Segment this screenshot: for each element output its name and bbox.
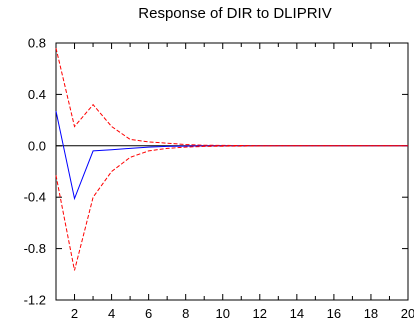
x-tick-label: 16	[327, 306, 341, 321]
axes	[56, 43, 408, 300]
x-tick-label: 10	[216, 306, 230, 321]
x-tick-label: 8	[182, 306, 189, 321]
chart-title: Response of DIR to DLIPRIV	[138, 5, 331, 22]
x-tick-label: 12	[253, 306, 267, 321]
x-tick-label: 2	[71, 306, 78, 321]
plot-frame	[56, 43, 408, 300]
y-tick-label: -0.4	[24, 190, 46, 205]
y-tick-label: 0.4	[28, 87, 46, 102]
y-tick-label: 0.8	[28, 36, 46, 51]
response-line	[56, 111, 408, 198]
x-tick-label: 6	[145, 306, 152, 321]
y-tick-label: 0.0	[28, 138, 46, 153]
y-tick-label: -0.8	[24, 241, 46, 256]
y-tick-label: -1.2	[24, 293, 46, 308]
x-tick-label: 20	[401, 306, 414, 321]
x-tick-label: 4	[108, 306, 115, 321]
upper-band-line	[56, 48, 408, 146]
x-tick-label: 18	[364, 306, 378, 321]
lower-band-line	[56, 146, 408, 271]
series-lines	[56, 48, 408, 270]
x-tick-label: 14	[290, 306, 304, 321]
